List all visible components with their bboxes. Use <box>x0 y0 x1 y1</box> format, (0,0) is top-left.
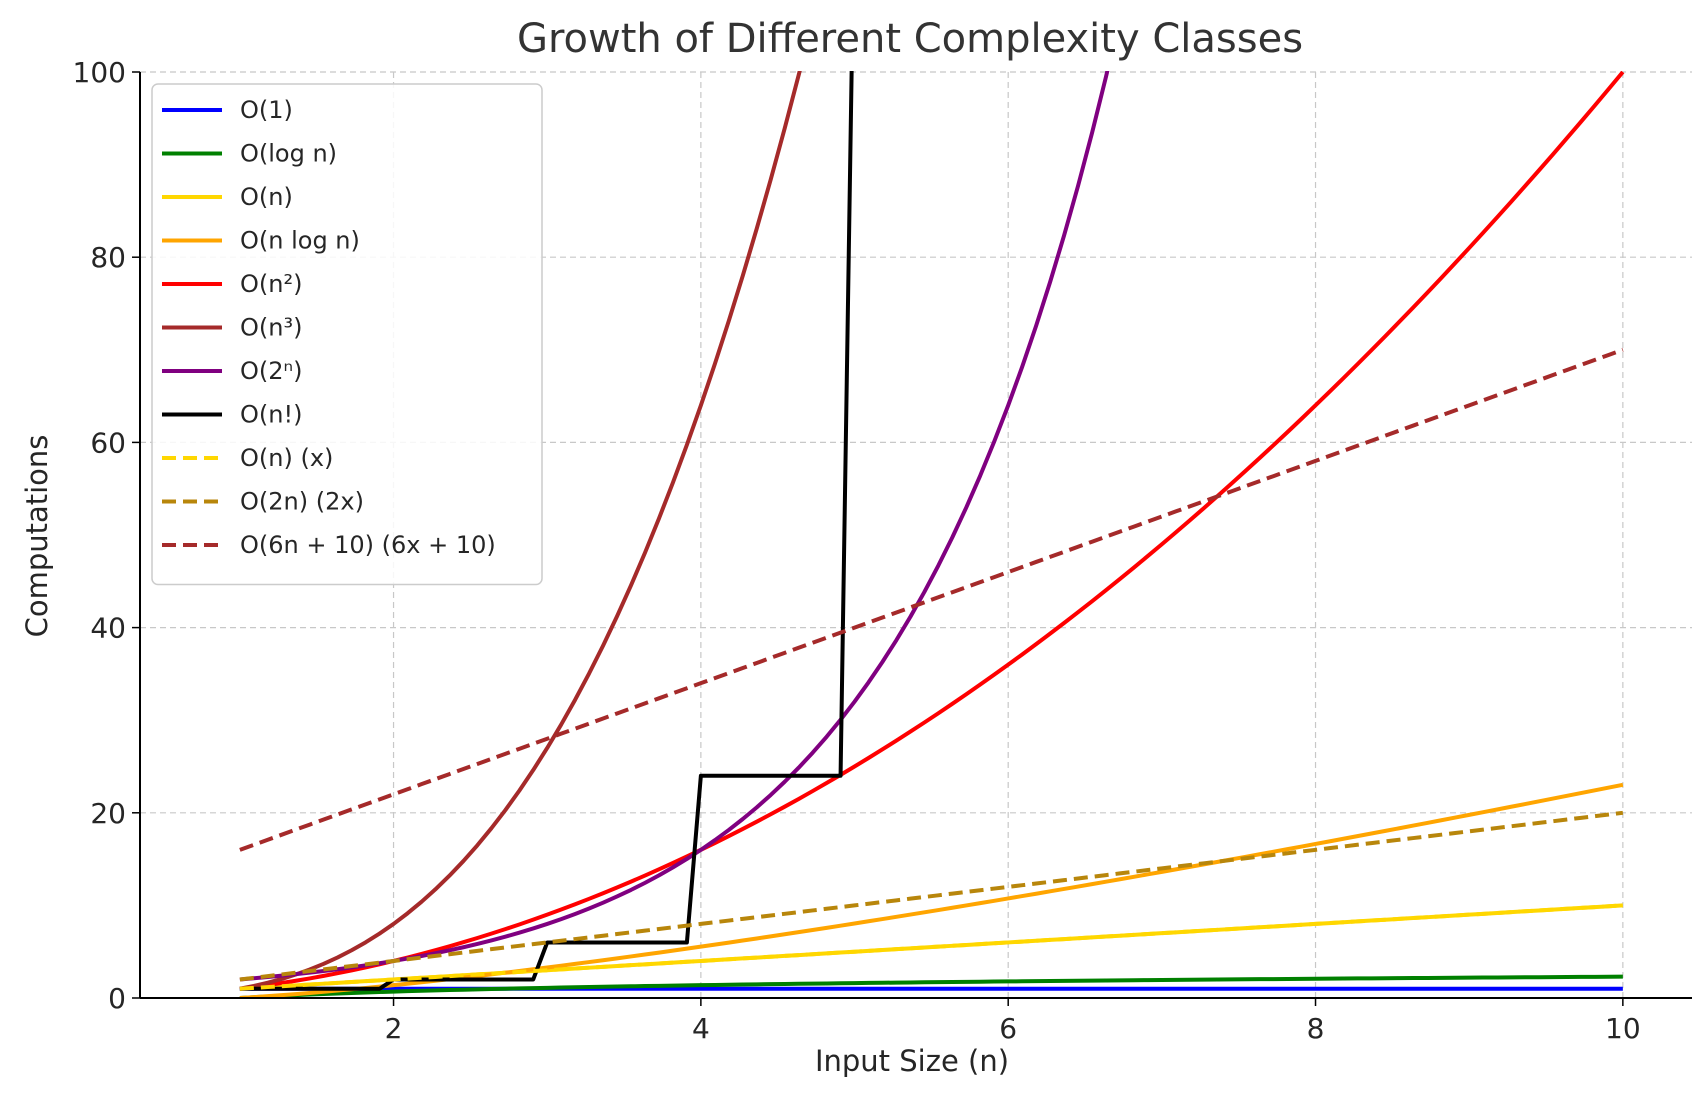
axes <box>139 72 1692 999</box>
x-tick-label: 6 <box>999 1012 1017 1045</box>
y-tick-label: 60 <box>90 426 126 459</box>
legend-label: O(1) <box>240 96 293 124</box>
legend-label: O(n³) <box>240 314 302 342</box>
x-tick-label: 8 <box>1307 1012 1325 1045</box>
legend-label: O(n log n) <box>240 227 360 255</box>
plot-area <box>239 71 1625 998</box>
y-tick-label: 80 <box>90 241 126 274</box>
y-tick-label: 100 <box>73 56 126 89</box>
x-axis-label: Input Size (n) <box>815 1044 1009 1078</box>
series-line-10 <box>239 347 1624 852</box>
x-tick-label: 10 <box>1605 1012 1641 1045</box>
y-tick-label: 20 <box>90 797 126 830</box>
x-tick-label: 2 <box>385 1012 403 1045</box>
legend-label: O(6n + 10) (6x + 10) <box>240 531 496 559</box>
legend: O(1) O(log n) O(n) O(n log n) O(n²) O(n³) O(2ⁿ… <box>151 83 543 586</box>
series-line-3 <box>239 782 1624 998</box>
legend-label: O(log n) <box>240 140 337 168</box>
legend-label: O(n²) <box>240 270 302 298</box>
legend-label: O(2ⁿ) <box>240 357 302 385</box>
series-line-9 <box>239 810 1624 982</box>
legend-box <box>151 83 543 586</box>
chart-title: Growth of Different Complexity Classes <box>517 16 1303 62</box>
legend-label: O(n) (x) <box>240 444 333 472</box>
legend-label: O(2n) (2x) <box>240 488 364 516</box>
series-line-6 <box>239 71 1110 982</box>
y-tick-label: 0 <box>108 982 126 1015</box>
x-tick-label: 4 <box>692 1012 710 1045</box>
y-axis-label: Computations <box>20 435 54 638</box>
series-line-4 <box>239 71 1625 991</box>
legend-label: O(n!) <box>240 401 302 429</box>
legend-label: O(n) <box>240 183 293 211</box>
series-line-1 <box>239 974 1623 998</box>
y-tick-label: 40 <box>90 612 126 645</box>
series-line-5 <box>239 71 802 991</box>
